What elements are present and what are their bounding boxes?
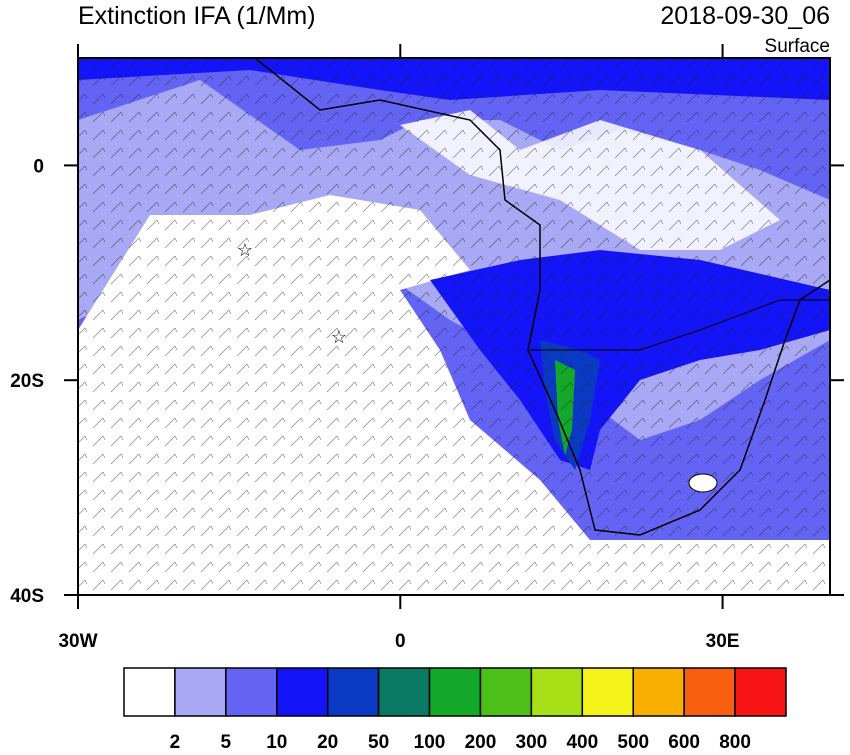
colorbar-label: 600 (668, 732, 700, 750)
colorbar-label: 300 (516, 732, 548, 750)
colorbar-box (734, 667, 787, 717)
colorbar-box (428, 667, 482, 717)
y-tick-label: 20S (10, 371, 44, 392)
colorbar-box (123, 667, 176, 717)
colorbar-label: 5 (221, 732, 232, 750)
colorbar-box (683, 667, 736, 717)
colorbar-label: 500 (617, 732, 649, 750)
time-label: 2018-09-30_06 (660, 2, 830, 30)
map-field: ☆ ☆ (78, 58, 830, 595)
colorbar-label: 10 (266, 732, 287, 750)
x-tick-label: 30W (58, 631, 97, 652)
wind-barbs (78, 58, 830, 595)
colorbar-label: 50 (368, 732, 389, 750)
colorbar-box (479, 667, 533, 717)
colorbar-box (276, 667, 329, 717)
colorbar-label: 400 (566, 732, 598, 750)
colorbar-label: 20 (317, 732, 338, 750)
y-tick-label: 40S (10, 586, 44, 607)
colorbar-label: 100 (414, 732, 446, 750)
colorbar-label: 800 (719, 732, 751, 750)
title: Extinction IFA (1/Mm) (78, 2, 316, 30)
colorbar-label: 2 (170, 732, 181, 750)
y-tick-label: 0 (33, 156, 44, 177)
colorbar-box (174, 667, 227, 717)
colorbar-box (225, 667, 278, 717)
colorbar-label: 200 (465, 732, 497, 750)
station-marker: ☆ (331, 327, 347, 347)
x-tick-label: 30E (706, 631, 740, 652)
colorbar-box (632, 667, 685, 717)
coastline (254, 58, 830, 536)
plot-frame (77, 57, 831, 596)
x-tick-label: 0 (395, 631, 406, 652)
colorbar-box (377, 667, 431, 717)
colorbar-box (326, 667, 380, 717)
colorbar-box (530, 667, 584, 717)
level-label: Surface (765, 36, 830, 57)
station-marker: ☆ (237, 240, 253, 260)
colorbar-box (581, 667, 634, 717)
borders (530, 299, 830, 351)
lesotho (688, 473, 718, 493)
